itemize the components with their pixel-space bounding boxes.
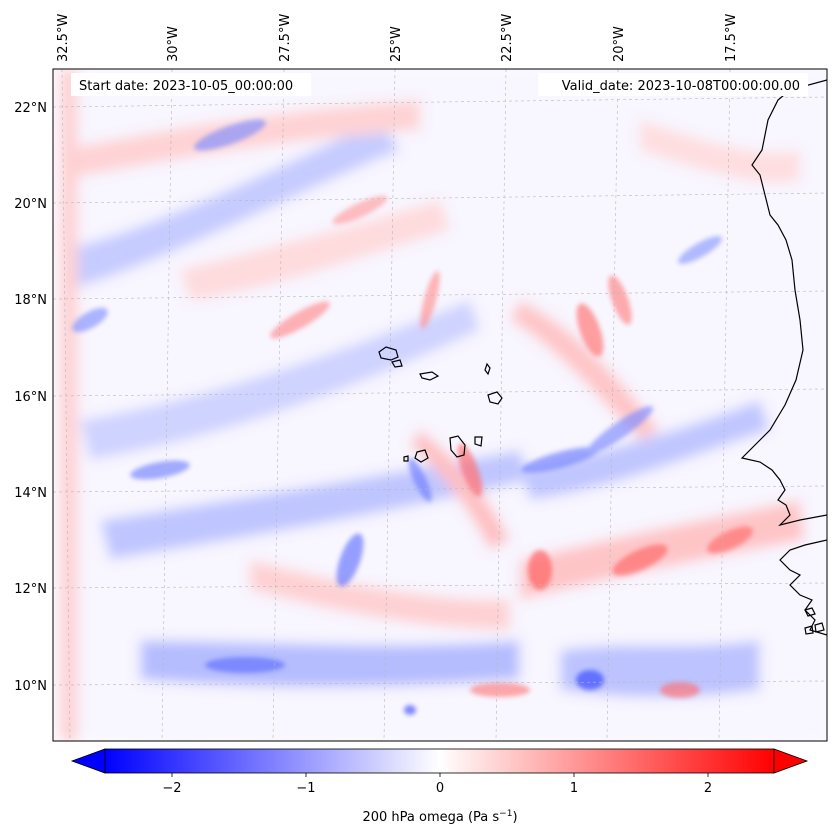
- lon-label-30w: 30°W: [166, 26, 181, 62]
- island-brava: [403, 455, 409, 462]
- lon-label-17-5w: 17.5°W: [724, 14, 739, 62]
- colorbar-tick-labels: −2 −1 0 1 2: [162, 781, 712, 796]
- lat-label-20n: 20°N: [14, 197, 47, 212]
- lat-label-16n: 16°N: [14, 390, 47, 405]
- lat-label-22n: 22°N: [14, 101, 47, 116]
- lon-label-22-5w: 22.5°W: [500, 14, 515, 62]
- start-date-box: [71, 73, 311, 96]
- lon-label-20w: 20°W: [612, 26, 627, 62]
- colorbar-label-text: 200 hPa omega (Pa s: [362, 810, 499, 825]
- lon-label-27-5w: 27.5°W: [278, 14, 293, 62]
- lat-label-10n: 10°N: [14, 679, 47, 694]
- omega-field: [53, 69, 827, 741]
- africa-coastline: [740, 79, 827, 527]
- island-sao-vicente: [391, 359, 403, 368]
- colorbar-label-close: ): [512, 810, 517, 825]
- island-sao-nicolau: [419, 371, 440, 381]
- colorbar: −2 −1 0 1 2 200 hPa omega (Pa s−1): [70, 748, 809, 825]
- lon-label-25w: 25°W: [389, 26, 404, 62]
- colorbar-label-exponent: −1: [499, 809, 512, 819]
- lat-label-14n: 14°N: [14, 486, 47, 501]
- lat-label-18n: 18°N: [14, 293, 47, 308]
- island-maio: [474, 436, 483, 447]
- lat-label-12n: 12°N: [14, 582, 47, 597]
- island-fogo: [414, 449, 429, 463]
- colorbar-label: 200 hPa omega (Pa s−1): [362, 809, 517, 825]
- gridlines: [53, 69, 827, 741]
- longitude-labels: 32.5°W 30°W 27.5°W 25°W 22.5°W 20°W 17.5…: [56, 14, 739, 62]
- map-frame: [52, 68, 828, 742]
- latitude-labels: 22°N 20°N 18°N 16°N 14°N 12°N 10°N: [14, 101, 47, 694]
- colorbar-gradient: [104, 748, 775, 774]
- valid-date-label: Valid_date: 2023-10-08T00:00:00.00: [562, 79, 800, 94]
- colorbar-extend-max: [773, 748, 809, 774]
- lon-label-32-5w: 32.5°W: [56, 14, 71, 62]
- colorbar-tick-marks: [171, 773, 709, 777]
- africa-coastline-south: [779, 539, 827, 636]
- coastlines: [378, 79, 827, 636]
- colorbar-tick-label: 1: [570, 781, 578, 796]
- colorbar-extend-min: [70, 748, 106, 774]
- valid-date-box: [538, 73, 808, 96]
- colorbar-tick-label: −1: [296, 781, 315, 796]
- start-date-label: Start date: 2023-10-05_00:00:00: [79, 79, 293, 94]
- island-santiago: [449, 435, 466, 458]
- bijagos-islands: [804, 607, 825, 635]
- island-sal: [484, 362, 491, 376]
- colorbar-tick-label: −2: [162, 781, 181, 796]
- island-santo-antao: [378, 346, 399, 361]
- colorbar-tick-label: 0: [436, 781, 444, 796]
- island-boa-vista: [487, 391, 503, 405]
- colorbar-tick-label: 2: [704, 781, 712, 796]
